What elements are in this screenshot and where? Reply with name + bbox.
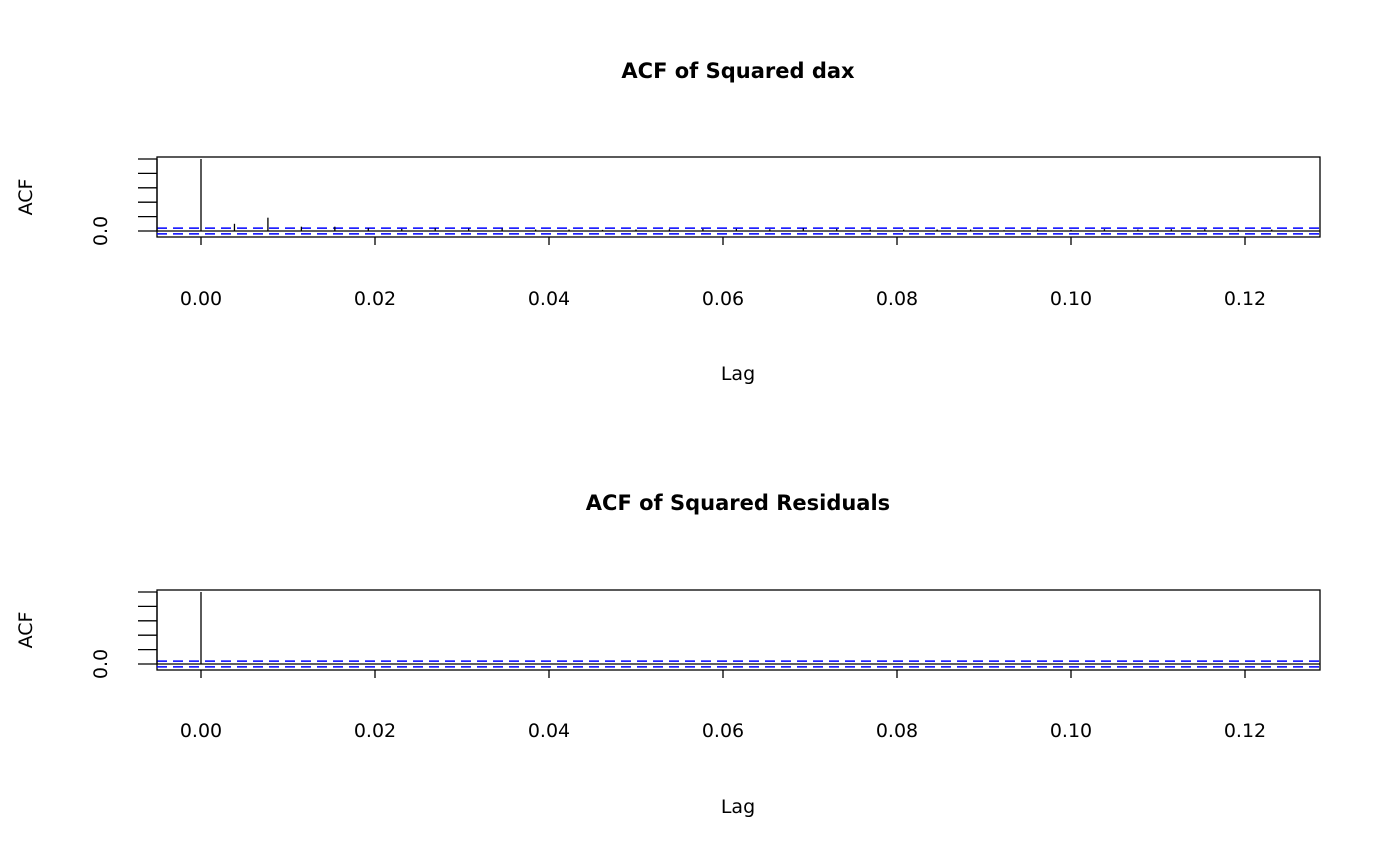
x-tick-label: 0.12 — [1224, 720, 1266, 742]
chart-title: ACF of Squared dax — [621, 59, 855, 83]
x-tick-label: 0.00 — [180, 288, 222, 310]
x-tick-label: 0.10 — [1050, 720, 1092, 742]
x-tick-label: 0.08 — [876, 288, 918, 310]
x-tick-label: 0.00 — [180, 720, 222, 742]
x-tick-label: 0.02 — [354, 288, 396, 310]
panel-squared-residuals: ACF of Squared Residuals Lag ACF 0.0 0.00… — [15, 491, 1321, 818]
x-tick-label: 0.10 — [1050, 288, 1092, 310]
x-tick-label: 0.08 — [876, 720, 918, 742]
y-tick-label: 0.0 — [90, 649, 112, 679]
plot-frame — [156, 589, 1321, 671]
chart-title: ACF of Squared Residuals — [586, 491, 890, 515]
x-tick-label: 0.06 — [702, 288, 744, 310]
x-tick-label: 0.06 — [702, 720, 744, 742]
y-tick-label: 0.0 — [90, 216, 112, 246]
plot-frame — [156, 156, 1321, 238]
x-axis-label: Lag — [721, 796, 755, 818]
y-axis-label: ACF — [15, 179, 37, 216]
y-axis-label: ACF — [15, 612, 37, 649]
x-tick-label: 0.02 — [354, 720, 396, 742]
panel-squared-dax: ACF of Squared dax Lag ACF 0.0 0.00 0.02 0.… — [15, 59, 1321, 385]
x-axis-label: Lag — [721, 363, 755, 385]
x-tick-label: 0.04 — [528, 720, 570, 742]
x-tick-label: 0.04 — [528, 288, 570, 310]
x-tick-label: 0.12 — [1224, 288, 1266, 310]
